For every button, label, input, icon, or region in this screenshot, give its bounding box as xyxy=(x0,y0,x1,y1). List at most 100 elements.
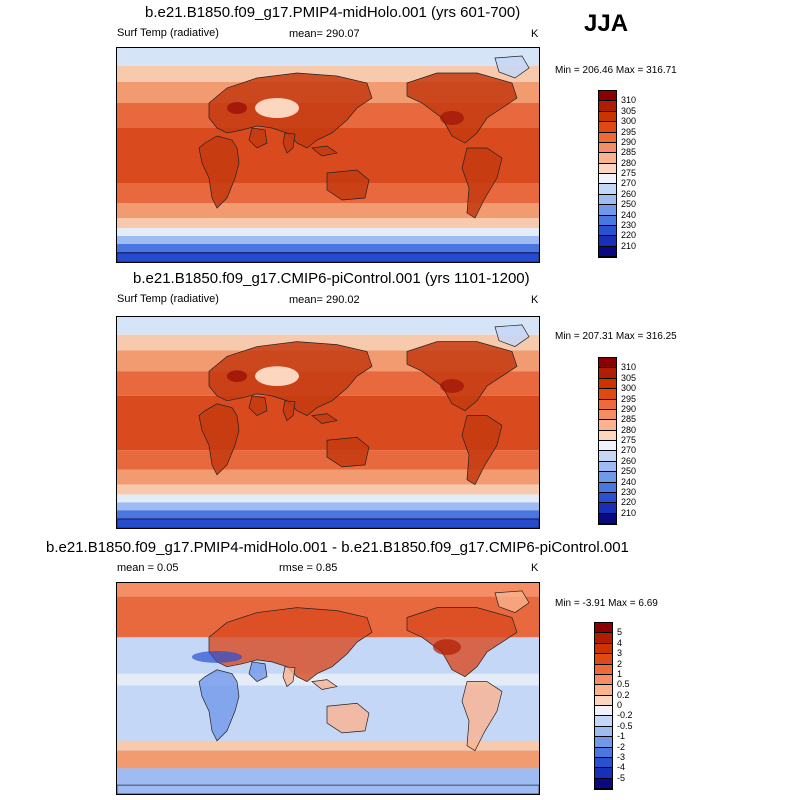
panel-title: b.e21.B1850.f09_g17.PMIP4-midHolo.001 (y… xyxy=(145,4,521,21)
colorbar-box xyxy=(595,674,612,686)
colorbar-box xyxy=(599,111,616,123)
colorbar-box xyxy=(595,778,612,789)
colorbar-tick-label: 210 xyxy=(621,240,637,251)
colorbar-box xyxy=(595,623,612,634)
colorbar-box xyxy=(599,399,616,410)
colorbar-tick-label: -4 xyxy=(617,762,626,773)
colorbar-box xyxy=(599,420,616,431)
colorbar-box xyxy=(599,153,616,164)
temperature-map xyxy=(116,316,540,529)
colorbar-box xyxy=(599,441,616,452)
colorbar xyxy=(598,90,617,258)
colorbar-box xyxy=(595,757,612,769)
temperature-map xyxy=(116,47,540,263)
colorbar-tick-label: 290 xyxy=(621,136,637,147)
units-label: K xyxy=(531,294,539,306)
colorbar-tick-label: 220 xyxy=(621,230,637,241)
colorbar-tick-label: 270 xyxy=(621,445,637,456)
colorbar-tick-label: 270 xyxy=(621,178,637,189)
colorbar-box xyxy=(595,768,612,779)
map-plot xyxy=(117,583,539,794)
colorbar-tick-label: -0.2 xyxy=(617,710,633,721)
colorbar-box xyxy=(599,174,616,185)
colorbar-box xyxy=(599,503,616,514)
colorbar-tick-label: -0.5 xyxy=(617,720,633,731)
colorbar-box xyxy=(599,122,616,133)
colorbar-tick-label: -2 xyxy=(617,741,626,752)
colorbar-box xyxy=(595,654,612,665)
colorbar-box xyxy=(599,91,616,102)
colorbar-box xyxy=(599,215,616,226)
colorbar-box xyxy=(595,716,612,727)
colorbar-tick-label: 240 xyxy=(621,476,637,487)
colorbar-box xyxy=(595,747,612,758)
colorbar-tick-label: 290 xyxy=(621,403,637,414)
colorbar-box xyxy=(599,378,616,390)
colorbar-tick-label: 260 xyxy=(621,455,637,466)
colorbar-box xyxy=(599,482,616,493)
mean-label: mean= 290.07 xyxy=(289,28,360,40)
colorbar-box xyxy=(599,225,616,237)
minmax-label: Min = 206.46 Max = 316.71 xyxy=(555,65,677,76)
colorbar-tick-label: 310 xyxy=(621,95,637,106)
colorbar-box xyxy=(595,706,612,717)
colorbar-tick-label: 295 xyxy=(621,126,637,137)
colorbar-tick-label: 300 xyxy=(621,116,637,127)
colorbar-tick-label: -3 xyxy=(617,751,626,762)
colorbar-tick-label: 0.2 xyxy=(617,689,630,700)
colorbar-box xyxy=(599,513,616,524)
colorbar-tick-label: 295 xyxy=(621,393,637,404)
minmax-label: Min = -3.91 Max = 6.69 xyxy=(555,598,658,609)
colorbar-box xyxy=(595,695,612,706)
colorbar-box xyxy=(595,685,612,696)
colorbar-box xyxy=(599,132,616,143)
panel-title: b.e21.B1850.f09_g17.CMIP6-piControl.001 … xyxy=(133,270,530,287)
colorbar-box xyxy=(599,461,616,473)
colorbar-tick-label: 230 xyxy=(621,486,637,497)
colorbar-box xyxy=(599,194,616,206)
colorbar-tick-label: 280 xyxy=(621,157,637,168)
colorbar-tick-label: 305 xyxy=(621,372,637,383)
colorbar-tick-label: 250 xyxy=(621,199,637,210)
difference-map xyxy=(116,582,540,795)
colorbar-box xyxy=(599,184,616,195)
variable-label: Surf Temp (radiative) xyxy=(117,293,219,305)
colorbar-box xyxy=(599,163,616,174)
colorbar-tick-label: 285 xyxy=(621,147,637,158)
colorbar-tick-label: 210 xyxy=(621,507,637,518)
colorbar-box xyxy=(599,492,616,504)
colorbar-box xyxy=(599,358,616,369)
colorbar-tick-label: 275 xyxy=(621,435,637,445)
mean-label: mean= 290.02 xyxy=(289,294,360,306)
colorbar-tick-label: 305 xyxy=(621,105,637,116)
colorbar-tick-label: 5 xyxy=(617,627,623,638)
map-plot xyxy=(117,317,539,528)
colorbar-tick-label: 260 xyxy=(621,188,637,199)
colorbar-box xyxy=(595,664,612,675)
colorbar-box xyxy=(599,368,616,379)
colorbar-tick-label: 310 xyxy=(621,362,637,373)
colorbar-tick-label: 280 xyxy=(621,424,637,435)
colorbar xyxy=(594,622,613,790)
colorbar-tick-label: 250 xyxy=(621,466,637,477)
colorbar-box xyxy=(599,451,616,462)
colorbar-box xyxy=(599,142,616,154)
colorbar-tick-label: 0.5 xyxy=(617,679,630,690)
units-label: K xyxy=(531,562,539,574)
colorbar-box xyxy=(599,236,616,247)
colorbar-tick-label: -1 xyxy=(617,731,626,742)
colorbar-tick-label: 300 xyxy=(621,383,637,394)
colorbar-box xyxy=(595,726,612,738)
colorbar-tick-label: 230 xyxy=(621,219,637,230)
colorbar-tick-label: 220 xyxy=(621,497,637,508)
colorbar-box xyxy=(599,389,616,400)
colorbar-tick-label: 0 xyxy=(617,700,623,710)
minmax-label: Min = 207.31 Max = 316.25 xyxy=(555,331,677,342)
colorbar-box xyxy=(599,246,616,257)
colorbar-box xyxy=(599,409,616,421)
colorbar-box xyxy=(599,430,616,441)
units-label: K xyxy=(531,28,539,40)
colorbar-tick-label: 1 xyxy=(617,668,623,679)
panel-title: b.e21.B1850.f09_g17.PMIP4-midHolo.001 - … xyxy=(46,539,629,556)
colorbar-tick-label: 4 xyxy=(617,637,623,648)
